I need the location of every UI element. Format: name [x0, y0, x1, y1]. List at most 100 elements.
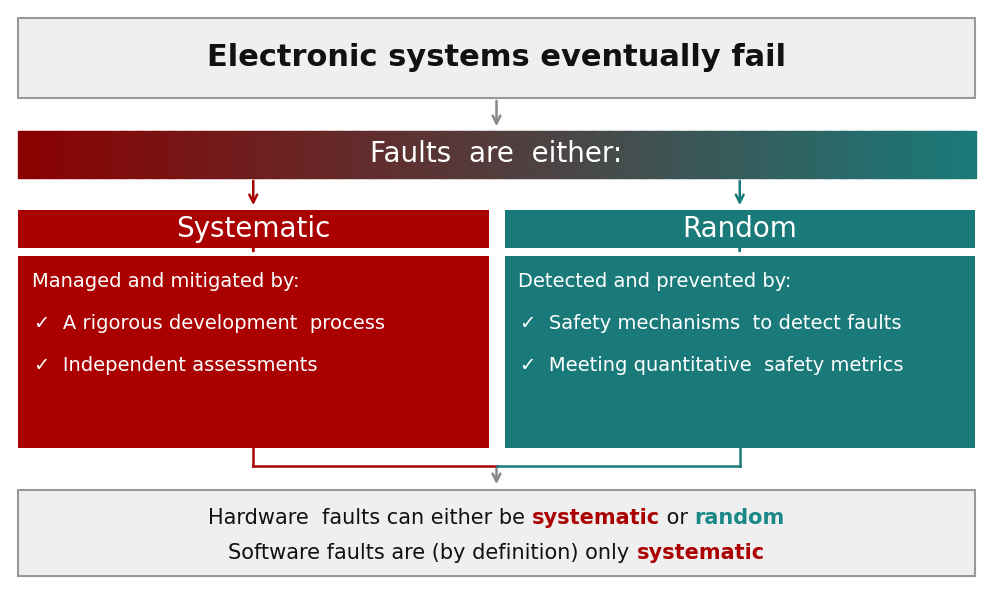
Bar: [228, 131, 232, 178]
Bar: [710, 131, 714, 178]
Bar: [899, 131, 903, 178]
Bar: [225, 131, 229, 178]
Bar: [21, 131, 25, 178]
Bar: [809, 131, 813, 178]
Bar: [439, 131, 443, 178]
Text: ✓  A rigorous development  process: ✓ A rigorous development process: [34, 314, 385, 333]
Bar: [257, 131, 261, 178]
Bar: [528, 131, 532, 178]
Bar: [567, 131, 570, 178]
Bar: [902, 131, 906, 178]
Bar: [481, 131, 485, 178]
Bar: [18, 18, 975, 98]
Bar: [749, 131, 753, 178]
Bar: [305, 131, 309, 178]
Bar: [378, 131, 382, 178]
Bar: [222, 131, 226, 178]
Text: ✓  Meeting quantitative  safety metrics: ✓ Meeting quantitative safety metrics: [520, 356, 904, 375]
Bar: [350, 131, 354, 178]
Bar: [110, 131, 114, 178]
Bar: [697, 131, 701, 178]
Bar: [155, 131, 159, 178]
Bar: [449, 131, 453, 178]
Bar: [397, 131, 401, 178]
Bar: [551, 131, 554, 178]
Bar: [478, 131, 482, 178]
Bar: [452, 131, 456, 178]
Bar: [879, 131, 883, 178]
Bar: [946, 131, 950, 178]
Bar: [442, 131, 446, 178]
Bar: [621, 131, 625, 178]
Bar: [263, 131, 267, 178]
Bar: [940, 131, 943, 178]
Bar: [104, 131, 108, 178]
Bar: [78, 131, 82, 178]
Bar: [806, 131, 809, 178]
Bar: [289, 131, 293, 178]
Bar: [509, 131, 513, 178]
Bar: [755, 131, 759, 178]
Bar: [828, 131, 832, 178]
Bar: [554, 131, 558, 178]
Bar: [107, 131, 111, 178]
Bar: [786, 131, 790, 178]
Bar: [688, 131, 692, 178]
Bar: [678, 131, 682, 178]
Bar: [589, 131, 593, 178]
Bar: [63, 131, 67, 178]
Bar: [369, 131, 372, 178]
Bar: [28, 131, 32, 178]
Bar: [37, 131, 41, 178]
Bar: [210, 131, 213, 178]
Bar: [471, 131, 475, 178]
Bar: [717, 131, 720, 178]
Bar: [962, 131, 966, 178]
Bar: [496, 131, 500, 178]
Bar: [165, 131, 169, 178]
Bar: [599, 131, 603, 178]
Bar: [244, 131, 248, 178]
Bar: [681, 131, 685, 178]
Bar: [825, 131, 829, 178]
Bar: [238, 131, 242, 178]
Text: ✓  Safety mechanisms  to detect faults: ✓ Safety mechanisms to detect faults: [520, 314, 902, 333]
Bar: [544, 131, 548, 178]
Bar: [685, 131, 688, 178]
Bar: [930, 131, 934, 178]
Bar: [123, 131, 127, 178]
Bar: [921, 131, 924, 178]
Bar: [812, 131, 816, 178]
Bar: [187, 131, 191, 178]
Bar: [468, 131, 472, 178]
Bar: [637, 131, 640, 178]
Text: ✓  Independent assessments: ✓ Independent assessments: [34, 356, 318, 375]
Bar: [175, 131, 178, 178]
Text: Hardware  faults can either be: Hardware faults can either be: [209, 508, 532, 528]
Text: Software faults are (by definition) only: Software faults are (by definition) only: [228, 543, 637, 563]
Bar: [831, 131, 835, 178]
Bar: [704, 131, 708, 178]
Bar: [774, 131, 778, 178]
Bar: [315, 131, 319, 178]
Bar: [863, 131, 867, 178]
Bar: [158, 131, 162, 178]
Bar: [365, 131, 369, 178]
Bar: [44, 131, 48, 178]
Bar: [359, 131, 363, 178]
Bar: [927, 131, 931, 178]
Bar: [117, 131, 121, 178]
Bar: [267, 131, 271, 178]
Bar: [854, 131, 858, 178]
Bar: [615, 131, 619, 178]
Bar: [254, 131, 258, 178]
Bar: [576, 131, 580, 178]
Bar: [91, 131, 95, 178]
Bar: [956, 131, 959, 178]
Bar: [136, 131, 140, 178]
Bar: [296, 131, 299, 178]
Bar: [736, 131, 740, 178]
Bar: [292, 131, 296, 178]
Bar: [413, 131, 417, 178]
Bar: [458, 131, 462, 178]
